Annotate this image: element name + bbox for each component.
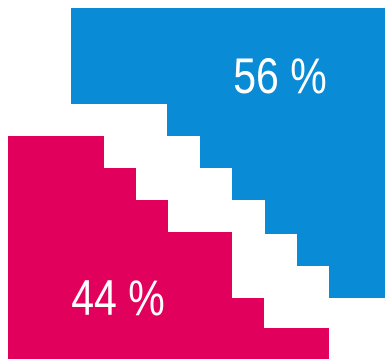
- step-shape: [71, 8, 385, 298]
- value-label: 44 %: [71, 270, 164, 326]
- step-shape: [8, 136, 329, 359]
- value-label: 56 %: [233, 48, 326, 104]
